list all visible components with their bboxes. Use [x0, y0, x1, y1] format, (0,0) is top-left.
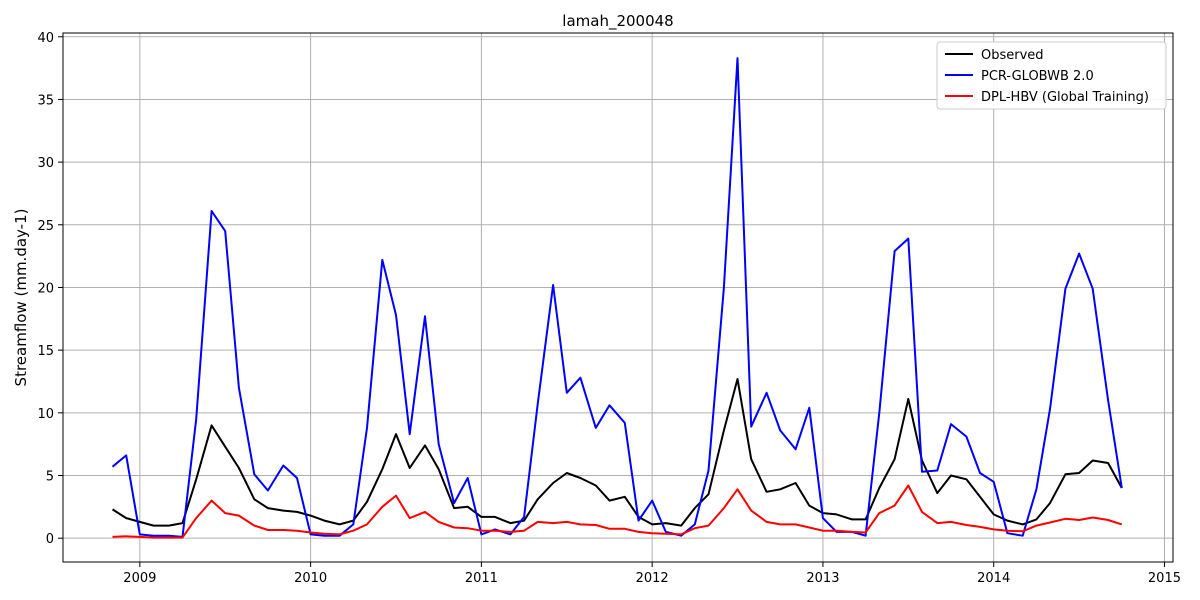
series-line-pcr-globwb-2-0	[111, 57, 1123, 538]
x-tick-label: 2012	[636, 571, 669, 586]
legend-box	[936, 41, 1167, 110]
y-tick-label: 0	[46, 532, 54, 547]
y-tick-label: 30	[37, 156, 54, 171]
x-tick-label: 2013	[806, 571, 839, 586]
y-tick-label: 5	[46, 470, 54, 485]
legend-label: DPL-HBV (Global Training)	[981, 90, 1149, 105]
series-lines	[111, 57, 1123, 539]
x-tick-label: 2011	[465, 571, 498, 586]
plot-frame	[62, 32, 1174, 563]
y-tick-label: 20	[37, 281, 54, 296]
y-tick-label: 40	[37, 31, 54, 46]
legend: Observed PCR-GLOBWB 2.0 DPL-HBV (Global Tr…	[936, 41, 1167, 110]
x-tick-label: 2014	[977, 571, 1010, 586]
series-line-dpl-hbv-global-training	[112, 484, 1123, 539]
series-line-observed	[111, 378, 1123, 527]
x-tick-label: 2009	[123, 571, 156, 586]
y-tick-label: 35	[37, 93, 54, 108]
grid	[63, 33, 1173, 562]
x-tick-label: 2010	[294, 571, 327, 586]
y-tick-label: 25	[37, 219, 54, 234]
y-tick-label: 10	[37, 407, 54, 422]
y-tick-label: 15	[37, 344, 54, 359]
chart-title: lamah_200048	[562, 12, 673, 31]
legend-label: Observed	[981, 48, 1044, 63]
legend-label: PCR-GLOBWB 2.0	[981, 69, 1094, 84]
y-axis-title: Streamflow (mm.day-1)	[12, 209, 30, 387]
x-tick-label: 2015	[1148, 571, 1181, 586]
axis-ticks: 2009 2010 2011 2012 2013 2014 2015 0 5 10 15 20 25 30…	[37, 31, 1181, 586]
